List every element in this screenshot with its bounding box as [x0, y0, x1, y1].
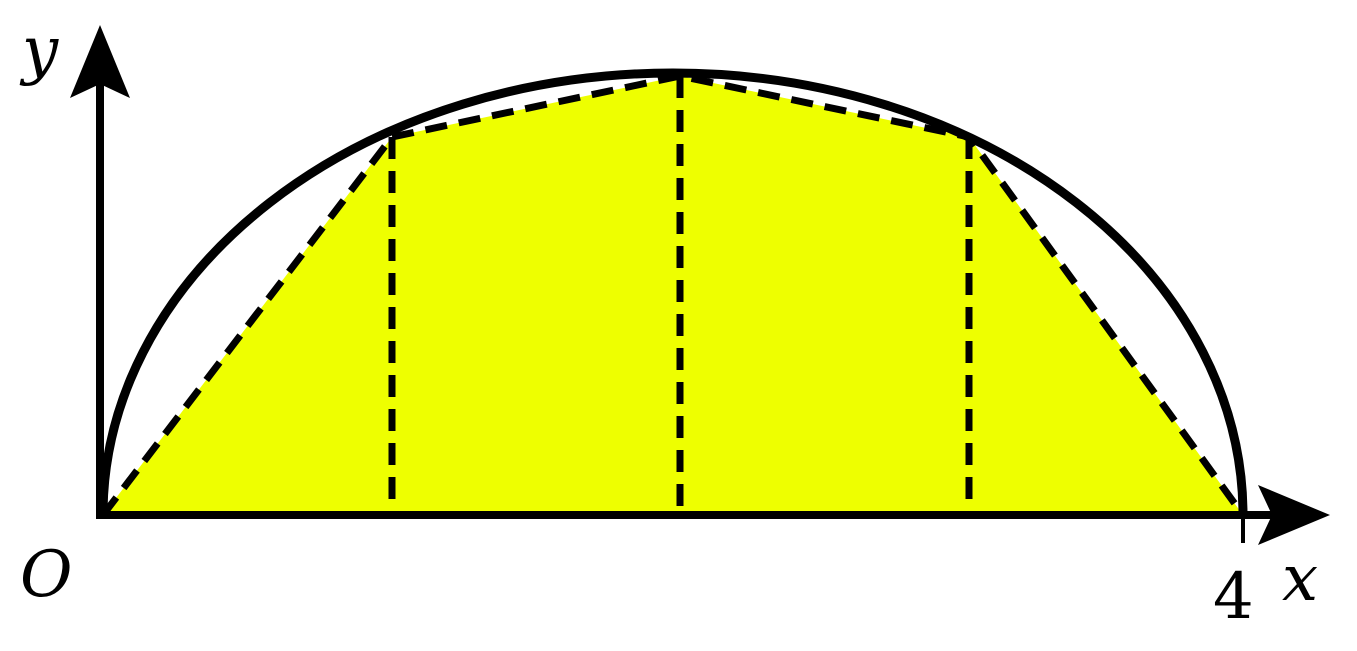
dashed-chords: [100, 72, 1246, 518]
x-tick-label-4: 4: [1213, 560, 1254, 634]
semicircle-curve: [98, 68, 1248, 516]
x-axis-arrow-icon: [1258, 485, 1330, 545]
y-axis-label: y: [19, 14, 59, 88]
origin-label: O: [20, 538, 72, 612]
x-axis-label: x: [1282, 542, 1318, 616]
trapezoid-fill-region: [103, 76, 1243, 515]
y-axis-arrow-icon: [70, 25, 130, 98]
